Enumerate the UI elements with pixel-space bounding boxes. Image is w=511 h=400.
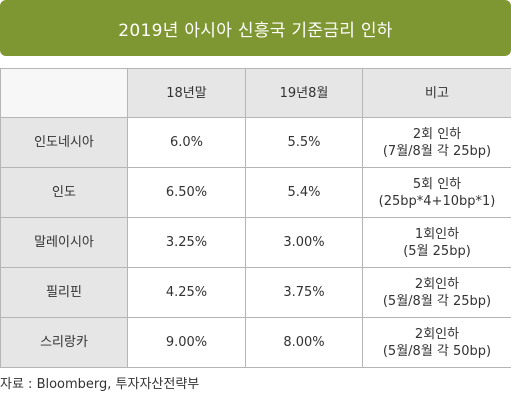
aug-2019-cell: 3.75% xyxy=(245,267,363,318)
note-detail: (5월/8월 각 25bp) xyxy=(382,293,492,309)
header-note: 비고 xyxy=(362,68,511,118)
note-detail: (5월/8월 각 50bp) xyxy=(382,343,492,359)
end-2018-cell: 3.25% xyxy=(127,217,246,268)
header-end-2018: 18년말 xyxy=(127,68,246,118)
table-row: 스리랑카 9.00% 8.00% 2회인하 (5월/8월 각 50bp) xyxy=(0,317,511,368)
country-cell: 인도 xyxy=(0,167,128,218)
note-detail: (25bp*4+10bp*1) xyxy=(378,193,496,209)
table-title: 2019년 아시아 신흥국 기준금리 인하 xyxy=(0,0,511,56)
source-note: 자료 : Bloomberg, 투자자산전략부 xyxy=(0,377,200,392)
aug-2019-cell: 3.00% xyxy=(245,217,363,268)
header-aug-2019: 19년8월 xyxy=(245,68,363,118)
table-header-row: 18년말 19년8월 비고 xyxy=(0,68,511,118)
note-detail: (7월/8월 각 25bp) xyxy=(382,143,492,159)
header-corner xyxy=(0,68,128,118)
end-2018-cell: 4.25% xyxy=(127,267,246,318)
rate-cut-table: 18년말 19년8월 비고 인도네시아 6.0% 5.5% 2회 인하 (7월/… xyxy=(0,68,511,368)
note-summary: 5회 인하 xyxy=(412,176,462,192)
country-cell: 필리핀 xyxy=(0,267,128,318)
note-summary: 2회인하 xyxy=(414,326,460,342)
note-detail: (5월 25bp) xyxy=(403,243,471,259)
note-summary: 2회 인하 xyxy=(412,126,462,142)
table-row: 필리핀 4.25% 3.75% 2회인하 (5월/8월 각 25bp) xyxy=(0,267,511,318)
end-2018-cell: 6.50% xyxy=(127,167,246,218)
country-cell: 인도네시아 xyxy=(0,117,128,168)
aug-2019-cell: 5.5% xyxy=(245,117,363,168)
note-summary: 2회인하 xyxy=(414,276,460,292)
table-row: 인도네시아 6.0% 5.5% 2회 인하 (7월/8월 각 25bp) xyxy=(0,117,511,168)
note-cell: 2회 인하 (7월/8월 각 25bp) xyxy=(362,117,511,168)
note-cell: 2회인하 (5월/8월 각 25bp) xyxy=(362,267,511,318)
note-summary: 1회인하 xyxy=(414,226,460,242)
note-cell: 5회 인하 (25bp*4+10bp*1) xyxy=(362,167,511,218)
aug-2019-cell: 8.00% xyxy=(245,317,363,368)
aug-2019-cell: 5.4% xyxy=(245,167,363,218)
end-2018-cell: 9.00% xyxy=(127,317,246,368)
table-row: 말레이시아 3.25% 3.00% 1회인하 (5월 25bp) xyxy=(0,217,511,268)
table-row: 인도 6.50% 5.4% 5회 인하 (25bp*4+10bp*1) xyxy=(0,167,511,218)
end-2018-cell: 6.0% xyxy=(127,117,246,168)
country-cell: 스리랑카 xyxy=(0,317,128,368)
note-cell: 1회인하 (5월 25bp) xyxy=(362,217,511,268)
country-cell: 말레이시아 xyxy=(0,217,128,268)
note-cell: 2회인하 (5월/8월 각 50bp) xyxy=(362,317,511,368)
